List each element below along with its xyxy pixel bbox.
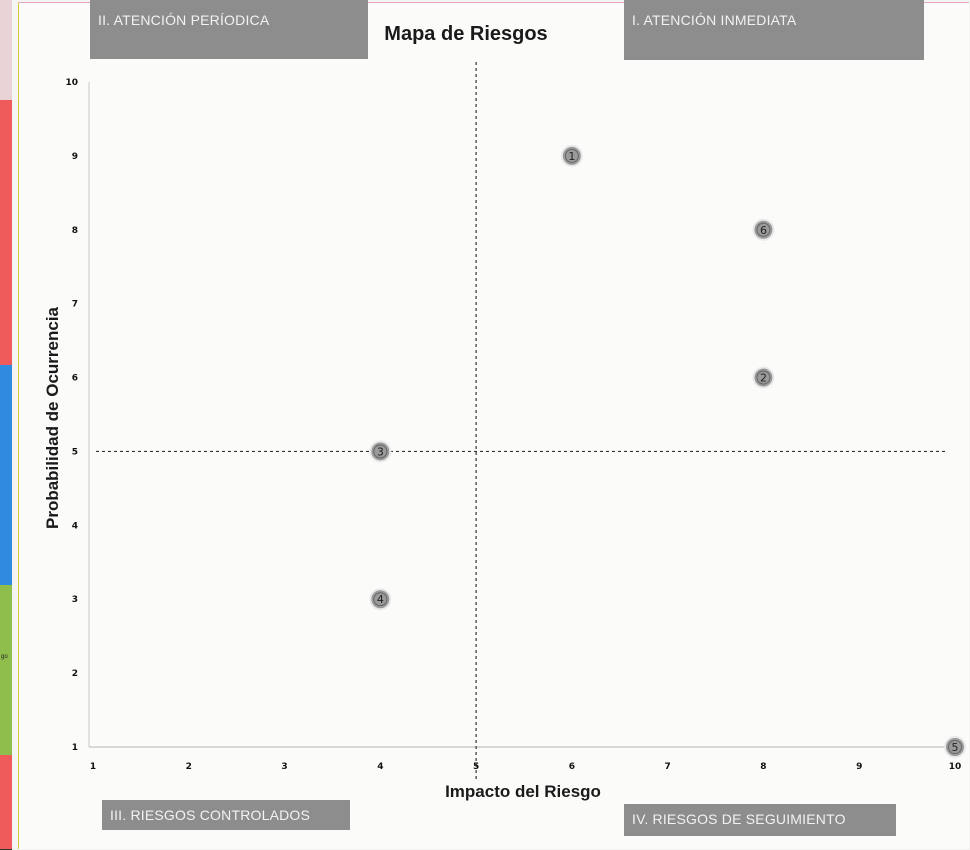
risk-point-ring xyxy=(373,444,388,459)
strip-text-fragment: go xyxy=(1,654,8,660)
x-tick-label: 2 xyxy=(186,762,192,772)
quadrant-label-riesgos-seguimiento: IV. RIESGOS DE SEGUIMIENTO xyxy=(624,804,896,836)
x-tick-label: 4 xyxy=(377,762,383,772)
y-tick-label: 2 xyxy=(72,669,78,679)
x-tick-label: 1 xyxy=(90,762,96,772)
x-tick-label: 6 xyxy=(569,762,575,772)
y-tick-label: 9 xyxy=(72,152,78,162)
chart-frame xyxy=(18,2,969,849)
x-tick-label: 7 xyxy=(665,762,671,772)
risk-point-ring xyxy=(373,592,388,607)
y-tick-label: 6 xyxy=(72,374,78,384)
risk-point-ring xyxy=(948,740,962,754)
risk-point-label: 3 xyxy=(377,445,384,458)
risk-point-label: 2 xyxy=(760,372,767,385)
y-axis-label: Probabilidad de Ocurrencia xyxy=(43,306,62,529)
risk-point-marker xyxy=(369,440,392,463)
risk-point-label: 6 xyxy=(760,224,767,237)
y-tick-label: 5 xyxy=(72,447,78,457)
y-tick-label: 4 xyxy=(72,521,78,531)
x-tick-label: 5 xyxy=(473,762,479,772)
risk-point-label: 1 xyxy=(568,150,575,163)
y-tick-label: 3 xyxy=(72,595,78,605)
y-tick-label: 10 xyxy=(65,78,78,88)
left-color-strip: go xyxy=(0,0,12,850)
y-tick-label: 8 xyxy=(72,226,78,236)
chart-title: Mapa de Riesgos xyxy=(384,23,547,45)
risk-point-marker xyxy=(369,588,392,611)
risk-point-ring xyxy=(564,148,579,163)
y-tick-label: 1 xyxy=(72,743,78,753)
risk-point-marker xyxy=(752,366,775,389)
risk-point-label: 5 xyxy=(952,741,959,754)
x-tick-label: 9 xyxy=(856,762,862,772)
quadrant-label-atencion-periodica: II. ATENCIÓN PERÍODICA xyxy=(90,0,368,59)
x-tick-label: 3 xyxy=(281,762,287,772)
x-axis-label: Impacto del Riesgo xyxy=(445,782,601,801)
risk-point-ring xyxy=(756,222,771,237)
risk-point-ring xyxy=(756,370,771,385)
x-tick-label: 8 xyxy=(760,762,766,772)
risk-point-marker xyxy=(944,736,966,758)
quadrant-label-atencion-inmediata: I. ATENCIÓN INMEDIATA xyxy=(624,0,924,60)
risk-point-marker xyxy=(752,218,775,241)
risk-point-marker xyxy=(560,144,583,167)
quadrant-label-riesgos-controlados: III. RIESGOS CONTROLADOS xyxy=(102,800,350,830)
x-tick-label: 10 xyxy=(949,762,962,772)
risk-point-label: 4 xyxy=(377,593,384,606)
y-tick-label: 7 xyxy=(72,300,78,310)
